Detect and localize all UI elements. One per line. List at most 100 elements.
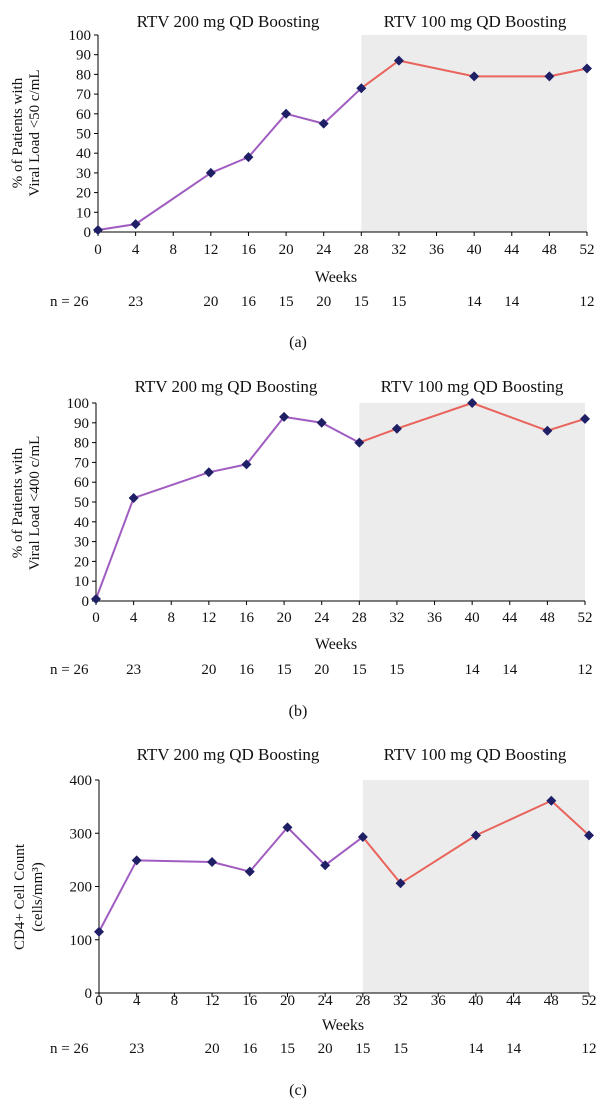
panel-b-x-tick-label: 32 <box>389 610 404 626</box>
panel-b-x-tick-label: 52 <box>578 610 593 626</box>
panel-b-x-tick-label: 16 <box>239 610 255 626</box>
panel-b-shaded-phase-region <box>359 403 585 601</box>
panel-a-data-point <box>582 63 592 74</box>
panel-c-x-tick-label: 52 <box>582 993 597 1009</box>
panel-b-series-line-segment <box>358 427 398 444</box>
panel-c-x-axis-label: Weeks <box>322 1017 364 1034</box>
panel-b-x-tick-label: 12 <box>201 610 216 626</box>
panel-a-x-tick-label: 28 <box>354 242 369 258</box>
panel-a-x-tick-label: 16 <box>241 242 257 258</box>
panel-c-x-tick-label: 40 <box>468 993 483 1009</box>
panel-a-y-axis-label-line1: % of Patients with <box>10 77 26 188</box>
panel-a-label: (a) <box>289 334 307 351</box>
panel-b-y-tick-label: 70 <box>74 455 89 471</box>
panel-c-data-point <box>282 822 293 833</box>
panel-a-n-count-label: 14 <box>467 294 483 310</box>
panel-b-n-count-label: 20 <box>314 662 329 678</box>
panel-c-y-tick-label: 200 <box>70 880 93 896</box>
panel-a-y-tick-label: 10 <box>76 205 91 221</box>
panel-b-y-tick-label: 100 <box>67 396 90 412</box>
panel-b-data-point <box>542 425 553 436</box>
panel-c-x-tick-label: 36 <box>431 993 447 1009</box>
panel-a-series-line-segment <box>398 59 475 78</box>
panel-a-n-count-label: 14 <box>504 294 520 310</box>
panel-c-n-count-label: 15 <box>393 1041 408 1057</box>
panel-c-data-point <box>94 926 104 937</box>
panel-b-data-point <box>316 417 327 428</box>
panel-b-x-tick-label: 36 <box>427 610 443 626</box>
panel-c-n-count-label: 12 <box>582 1041 597 1057</box>
panel-c-series-line-segment <box>324 836 364 867</box>
panel-a-n-count-label: 16 <box>241 294 257 310</box>
panel-c-data-point <box>357 831 368 842</box>
panel-a-x-tick-label: 40 <box>467 242 482 258</box>
panel-c-n-count-label: 20 <box>205 1041 220 1057</box>
panel-a-x-tick-label: 32 <box>391 242 406 258</box>
panel-b-x-tick-label: 4 <box>130 610 138 626</box>
panel-c-data-point <box>320 860 331 871</box>
panel-a-x-tick-label: 36 <box>429 242 445 258</box>
panel-b-series-line-segment <box>245 416 285 466</box>
panel-a-series-line-segment <box>323 87 362 125</box>
panel-a-series-line-segment <box>135 172 212 225</box>
panel-c-y-tick-label: 400 <box>70 773 93 789</box>
panel-a-data-point <box>356 83 367 94</box>
panel-b-data-point <box>354 437 365 448</box>
panel-a-data-point <box>469 71 480 82</box>
panel-a-data-point <box>393 55 404 66</box>
panel-b-phase1-header: RTV 200 mg QD Boosting <box>135 377 318 396</box>
panel-b-x-tick-label: 8 <box>167 610 175 626</box>
panel-a-y-tick-label: 40 <box>76 146 91 162</box>
panel-a-x-tick-label: 44 <box>504 242 520 258</box>
panel-a-series-line-segment <box>247 113 287 158</box>
panel-b-y-tick-label: 10 <box>74 574 89 590</box>
panel-b-y-tick-label: 50 <box>74 495 89 511</box>
panel-b-n-count-label: 16 <box>239 662 255 678</box>
panel-c-n-count-label: 23 <box>129 1041 144 1057</box>
panel-c-x-tick-label: 44 <box>506 993 522 1009</box>
panel-a-series-line-segment <box>210 156 249 174</box>
panel-b-y-tick-label: 20 <box>74 554 89 570</box>
panel-c-y-tick-label: 300 <box>70 826 93 842</box>
panel-a-n-count-label: 20 <box>203 294 218 310</box>
panel-b-data-point <box>391 423 402 434</box>
panel-a-y-tick-label: 90 <box>76 48 91 64</box>
panel-a-n-count-label: 12 <box>580 294 595 310</box>
panel-a-y-tick-label: 50 <box>76 127 91 143</box>
panel-a-y-tick-label: 80 <box>76 67 91 83</box>
panel-a-y-axis-label-line2: Viral Load <50 c/mL <box>27 69 43 196</box>
panel-b-x-tick-label: 20 <box>277 610 292 626</box>
panel-a-series-line-segment <box>97 223 136 232</box>
panel-a-data-point <box>281 108 292 119</box>
panel-a-data-point <box>130 219 141 230</box>
panel-c-shaded-phase-region <box>362 780 589 993</box>
panel-b-series-line-segment <box>396 402 473 430</box>
panel-a-x-tick-label: 48 <box>542 242 557 258</box>
panel-b-data-point <box>241 459 252 470</box>
panel-b-n-count-label: 12 <box>578 662 593 678</box>
panel-a-n-count-label: 23 <box>128 294 143 310</box>
panel-b-x-tick-label: 24 <box>314 610 330 626</box>
panel-a-shaded-phase-region <box>361 35 587 232</box>
panel-c-data-point <box>470 830 481 841</box>
panel-b-data-point <box>128 493 139 504</box>
panel-a-n-count-label: 20 <box>316 294 331 310</box>
panel-a-n-count-label: 15 <box>354 294 369 310</box>
panel-a-data-point <box>205 167 216 178</box>
panel-b-x-tick-label: 48 <box>540 610 555 626</box>
panel-a-x-tick-label: 0 <box>94 242 102 258</box>
panel-c-phase1-header: RTV 200 mg QD Boosting <box>137 745 320 764</box>
panel-a-y-tick-label: 100 <box>69 28 92 44</box>
panel-c-x-tick-label: 4 <box>133 993 141 1009</box>
panel-a-y-tick-label: 0 <box>84 225 92 241</box>
panel-b-x-tick-label: 44 <box>502 610 518 626</box>
panel-a-data-point <box>318 118 329 129</box>
panel-b-series-line-segment <box>471 402 548 432</box>
panel-b-y-tick-label: 0 <box>82 594 90 610</box>
panel-c-series-line-segment <box>286 826 326 866</box>
panel-b-x-tick-label: 40 <box>465 610 480 626</box>
panel-a-n-count-label: 15 <box>279 294 294 310</box>
panel-c-series-line-segment <box>249 826 289 873</box>
panel-c-n-count-label: 16 <box>242 1041 258 1057</box>
panel-b-data-point <box>467 398 478 408</box>
